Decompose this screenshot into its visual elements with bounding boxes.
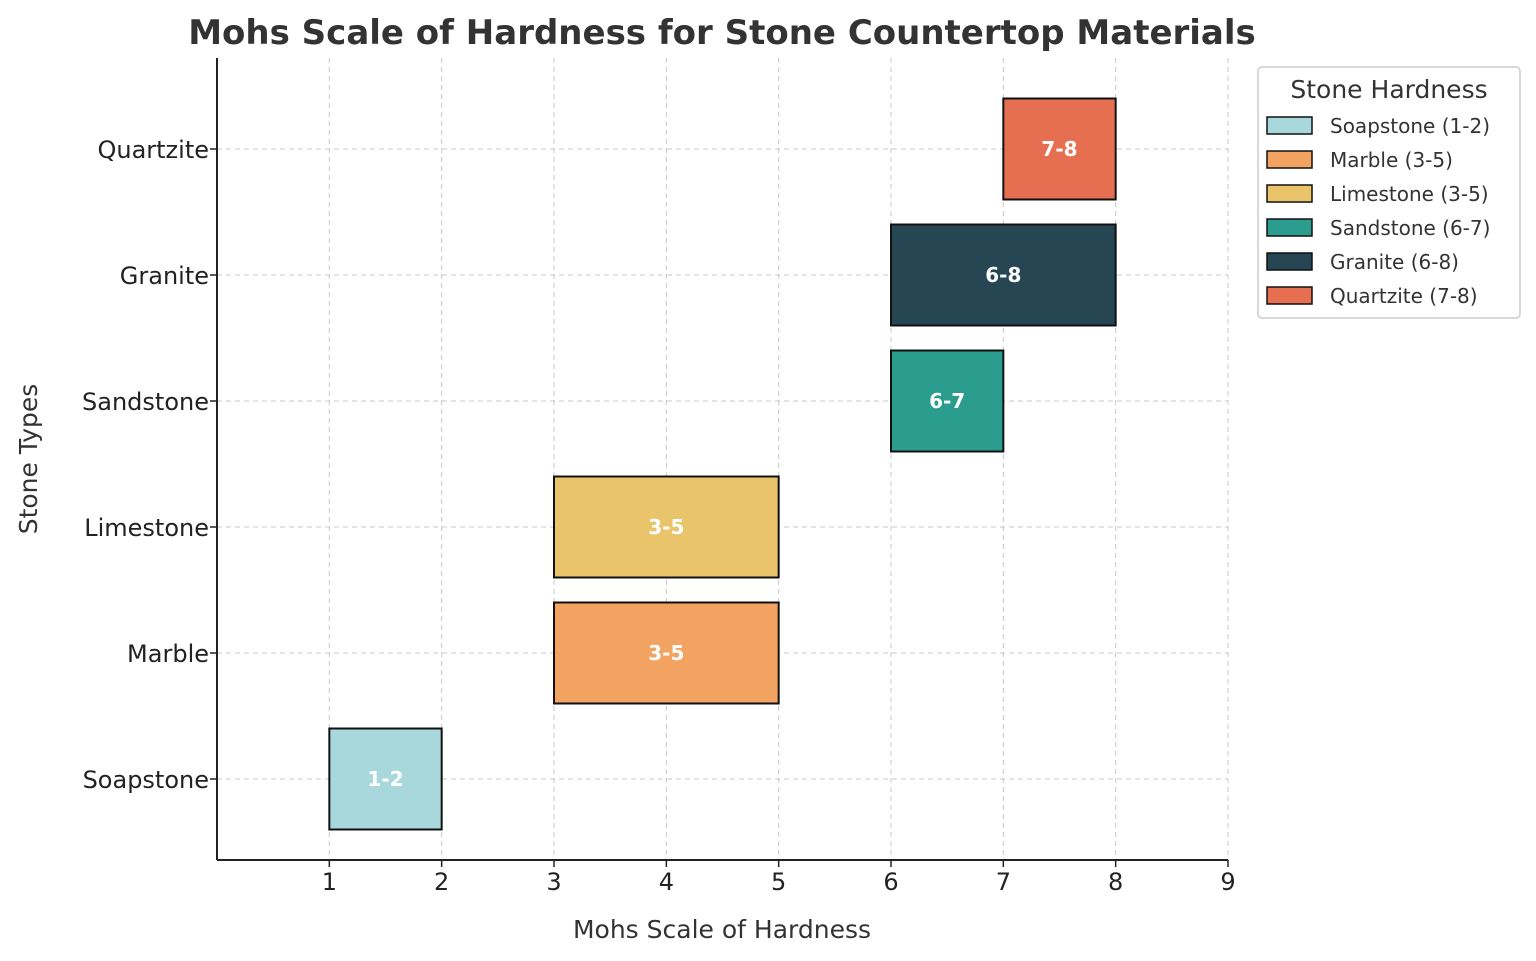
legend-swatch-quartzite [1266,286,1313,305]
bar-sandstone [890,349,1005,453]
bar-label-sandstone: 6-7 [929,389,965,413]
axes: 1 2 3 4 5 6 7 8 9 Soapstone Marble Limestone Sandsto… [82,58,1236,896]
y-tick-label-sandstone: Sandstone [82,388,209,416]
bar-quartzite [1002,97,1117,201]
x-tick-label-9: 9 [1220,868,1235,896]
bar-label-limestone: 3-5 [648,515,684,539]
bar-limestone [553,475,780,579]
legend-swatch-marble [1266,150,1313,169]
bar-label-soapstone: 1-2 [367,767,403,791]
legend-entry-sandstone: Sandstone (6-7) [1330,216,1490,240]
x-tick-label-7: 7 [996,868,1011,896]
legend-entry-soapstone: Soapstone (1-2) [1330,114,1490,138]
legend-swatch-limestone [1266,184,1313,203]
x-axis-label: Mohs Scale of Hardness [573,915,871,944]
x-tick-label-8: 8 [1108,868,1123,896]
x-tick-label-4: 4 [659,868,674,896]
bar-soapstone [328,727,443,831]
legend-swatch-soapstone [1266,116,1313,135]
x-tick-label-2: 2 [434,868,449,896]
legend-entry-granite: Granite (6-8) [1330,250,1459,274]
x-tick-label-3: 3 [546,868,561,896]
bar-label-granite: 6-8 [985,263,1021,287]
x-tick-label-5: 5 [771,868,786,896]
bar-granite [890,223,1117,327]
y-tick-label-quartzite: Quartzite [97,136,209,164]
legend: Stone Hardness Soapstone (1-2) Marble (3-… [1257,66,1521,319]
legend-entry-quartzite: Quartzite (7-8) [1330,284,1478,308]
y-axis-label: Stone Types [14,384,43,535]
x-tick-label-6: 6 [883,868,898,896]
legend-entry-limestone: Limestone (3-5) [1330,182,1489,206]
legend-title: Stone Hardness [1290,75,1487,104]
legend-frame [1257,66,1521,319]
x-tick-label-1: 1 [322,868,337,896]
y-tick-label-granite: Granite [120,262,209,290]
y-tick-label-limestone: Limestone [84,514,209,542]
bar-marble [553,601,780,705]
y-tick-label-marble: Marble [127,640,209,668]
legend-entry-marble: Marble (3-5) [1330,148,1453,172]
bar-label-quartzite: 7-8 [1041,137,1077,161]
bar-label-marble: 3-5 [648,641,684,665]
chart-title: Mohs Scale of Hardness for Stone Counter… [188,13,1256,53]
legend-swatch-sandstone [1266,218,1313,237]
legend-swatch-granite [1266,252,1313,271]
y-tick-label-soapstone: Soapstone [83,766,209,794]
bars: 1-2 3-5 3-5 6-7 6-8 7-8 [328,97,1117,831]
